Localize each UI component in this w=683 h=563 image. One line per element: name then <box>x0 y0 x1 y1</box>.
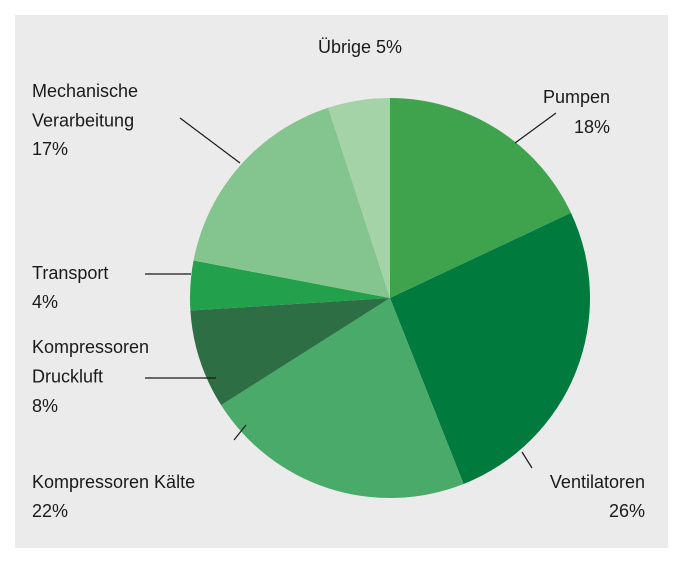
value-label: 8% <box>32 396 58 416</box>
leader-line <box>179 117 241 164</box>
value-label: 17% <box>32 139 68 159</box>
slice-label: Übrige 5% <box>318 37 402 57</box>
leader-line <box>233 424 247 441</box>
value-label: 5% <box>376 37 402 57</box>
pie-slice <box>221 298 464 498</box>
pie-slice <box>190 260 390 311</box>
value-label: 4% <box>32 292 58 312</box>
category-label: Pumpen <box>543 87 610 107</box>
pie-slice <box>390 98 571 298</box>
leader-line <box>514 112 557 144</box>
pie-slice <box>190 298 390 406</box>
category-label: Mechanische Verarbeitung <box>32 81 138 131</box>
leader-line <box>521 451 533 469</box>
category-label: Transport <box>32 263 108 283</box>
category-label: Kompressoren Druckluft <box>32 337 149 387</box>
category-label: Kompressoren Kälte <box>32 472 195 492</box>
value-label: 26% <box>609 501 645 521</box>
pie-slice <box>193 107 390 298</box>
value-label: 18% <box>574 117 610 137</box>
pie-slice <box>390 212 590 484</box>
category-label: Ventilatoren <box>550 472 645 492</box>
category-label: Übrige <box>318 37 371 57</box>
value-label: 22% <box>32 501 68 521</box>
pie-slice <box>328 98 390 298</box>
